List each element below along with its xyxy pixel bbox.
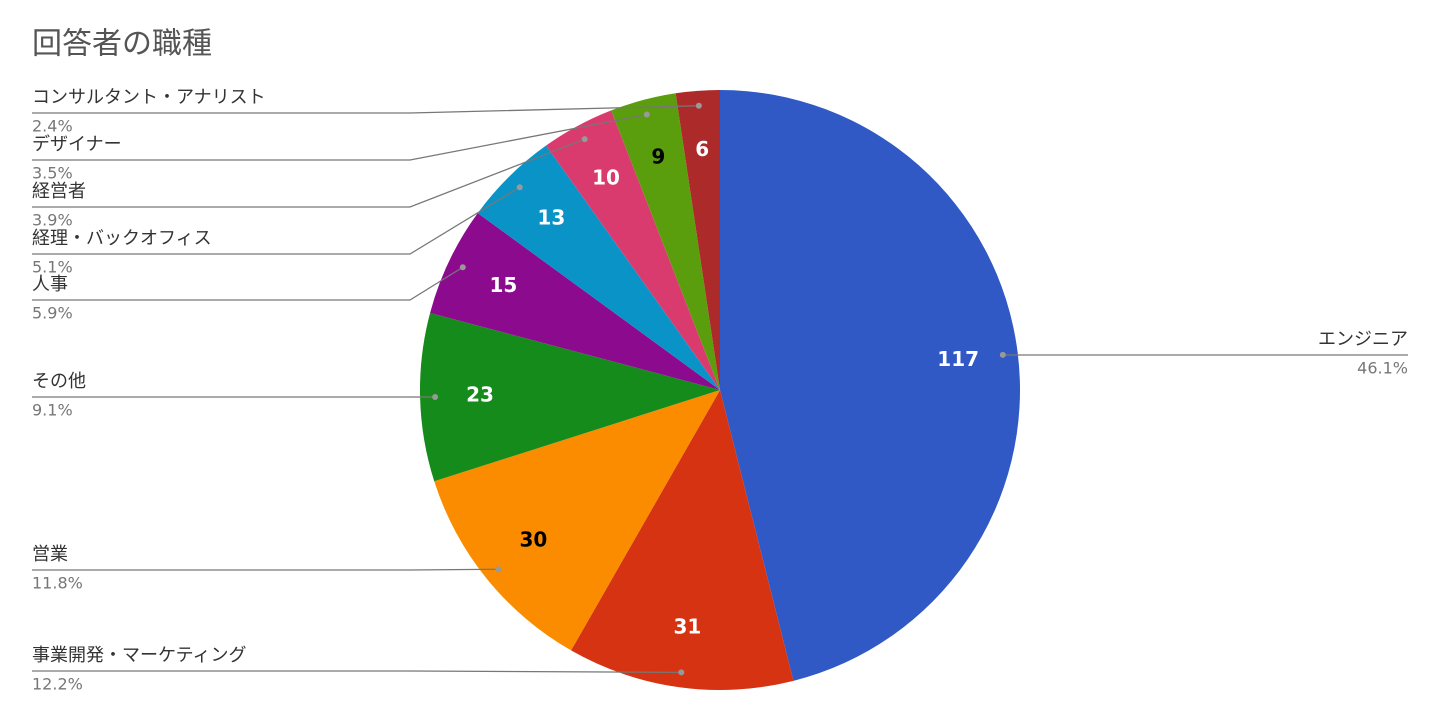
leader-line: [32, 105, 699, 114]
category-label: 経理・バックオフィス: [32, 228, 212, 249]
value-label: 117: [937, 347, 979, 371]
category-label: 事業開発・マーケティング: [32, 645, 247, 666]
value-label: 6: [695, 137, 709, 161]
leader-line: [32, 113, 647, 161]
percent-label: 12.2%: [32, 675, 83, 694]
pie-slice: [675, 90, 720, 390]
percent-label: 2.4%: [32, 117, 73, 136]
pie-slice: [720, 90, 1021, 681]
leader-dot: [495, 566, 502, 573]
category-label: その他: [32, 371, 86, 392]
leader-dot: [695, 102, 702, 109]
value-label: 13: [537, 206, 565, 230]
category-label: エンジニア: [1318, 329, 1408, 350]
leader-dot: [459, 264, 466, 271]
value-label: 9: [651, 145, 665, 169]
percent-label: 3.9%: [32, 211, 73, 230]
category-label: 経営者: [32, 181, 86, 202]
leader-dot: [516, 184, 523, 191]
pie-slice: [430, 213, 720, 390]
leader-line: [32, 568, 499, 571]
percent-label: 5.9%: [32, 304, 73, 323]
category-label: 営業: [32, 544, 68, 565]
pie-slice: [611, 93, 720, 391]
leader-dot: [432, 394, 439, 401]
value-label: 31: [674, 614, 702, 638]
category-label: コンサルタント・アナリスト: [32, 87, 266, 108]
pie-slice: [477, 145, 720, 390]
leader-dot: [678, 669, 685, 676]
value-label: 23: [466, 382, 494, 406]
percent-label: 11.8%: [32, 574, 83, 593]
percent-label: 5.1%: [32, 258, 73, 277]
leader-dot: [999, 351, 1006, 358]
pie-slice: [420, 312, 720, 482]
value-label: 15: [489, 273, 517, 297]
value-label: 30: [520, 527, 548, 551]
leader-line: [32, 266, 464, 301]
percent-label: 9.1%: [32, 401, 73, 420]
value-label: 10: [592, 165, 620, 189]
category-label: 人事: [32, 274, 68, 295]
leader-line: [32, 670, 682, 674]
leader-line: [32, 138, 585, 208]
pie-slice: [434, 390, 720, 651]
chart-title: 回答者の職種: [32, 27, 212, 62]
leader-line: [32, 186, 521, 255]
leader-dot: [581, 136, 588, 143]
leader-dot: [643, 111, 650, 118]
percent-label: 3.5%: [32, 164, 73, 183]
percent-label: 46.1%: [1357, 359, 1408, 378]
pie-slice: [571, 390, 794, 690]
category-label: デザイナー: [32, 134, 122, 155]
pie-slice: [546, 110, 720, 390]
